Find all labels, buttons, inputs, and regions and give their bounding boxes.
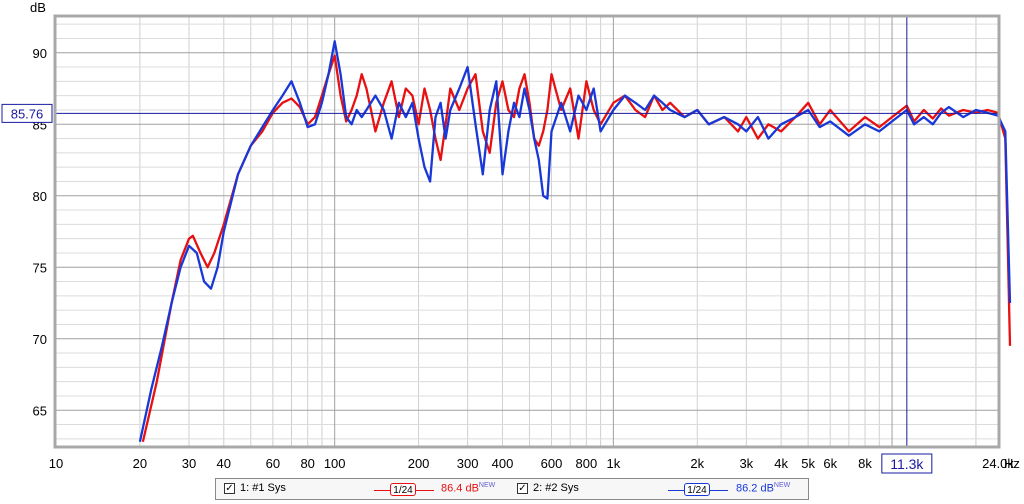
x-tick-label: 3k [739, 456, 753, 471]
x-tick-label: 300 [457, 456, 479, 471]
series-1-label[interactable]: 1: #1 Sys [240, 482, 286, 494]
y-axis-unit: dB [30, 0, 46, 15]
x-tick-label: 20 [133, 456, 147, 471]
x-tick-label: 4k [774, 456, 788, 471]
x-tick-label: 80 [300, 456, 314, 471]
x-tick-label: 2k [690, 456, 704, 471]
cursor-x-readout-box[interactable] [881, 453, 933, 474]
y-tick-label: 75 [33, 260, 47, 275]
cursor-x-readout: 11.3k [890, 456, 924, 472]
cursor-y-readout: 85.76 [11, 106, 44, 121]
y-tick-label: 80 [33, 189, 47, 204]
series-1-checkbox[interactable]: ✓ [224, 483, 235, 494]
series-2-checkbox[interactable]: ✓ [517, 483, 528, 494]
x-axis-unit: Hz [1004, 456, 1020, 471]
x-tick-label: 100 [324, 456, 346, 471]
x-tick-label: 30 [182, 456, 196, 471]
x-tick-label: 6k [823, 456, 837, 471]
cursor-layer [56, 17, 998, 446]
x-tick-label: 400 [492, 456, 514, 471]
legend-bar: ✓ 1: #1 Sys 1/24 86.4 dBNEW ✓ 2: #2 Sys … [215, 478, 809, 500]
minor-grid [56, 17, 998, 446]
x-tick-label: 1k [606, 456, 620, 471]
x-tick-label: 600 [541, 456, 563, 471]
series-2-level-value: 86.2 dB [736, 482, 774, 495]
series-2-smoothing-box: 1/24 [684, 483, 710, 496]
series-1-smoothing[interactable]: 1/24 [374, 482, 434, 498]
series-2-smoothing[interactable]: 1/24 [668, 482, 728, 498]
series-1-new-badge: NEW [478, 482, 496, 489]
series-1-smoothing-box: 1/24 [390, 483, 416, 496]
series-1-level-value: 86.4 dB [441, 482, 479, 495]
series-2-level: 86.2 dBNEW [736, 482, 790, 495]
x-tick-label: 40 [217, 456, 231, 471]
series-1-level: 86.4 dBNEW [441, 482, 495, 495]
series-layer [138, 40, 1012, 442]
plot-frame [53, 14, 1001, 449]
series-2-label[interactable]: 2: #2 Sys [533, 482, 579, 494]
x-tick-label: 24.0k [982, 456, 1014, 471]
x-tick-label: 200 [408, 456, 430, 471]
cursor-y-readout-box[interactable] [1, 103, 53, 123]
y-tick-label: 65 [33, 403, 47, 418]
series-2-new-badge: NEW [773, 482, 791, 489]
x-tick-label: 5k [801, 456, 815, 471]
x-tick-label: 8k [858, 456, 872, 471]
x-tick-label: 800 [576, 456, 598, 471]
series-line-2 [138, 40, 1012, 442]
y-tick-label: 90 [33, 46, 47, 61]
y-tick-label: 70 [33, 332, 47, 347]
x-tick-label: 60 [266, 456, 280, 471]
x-tick-label: 10 [49, 456, 63, 471]
